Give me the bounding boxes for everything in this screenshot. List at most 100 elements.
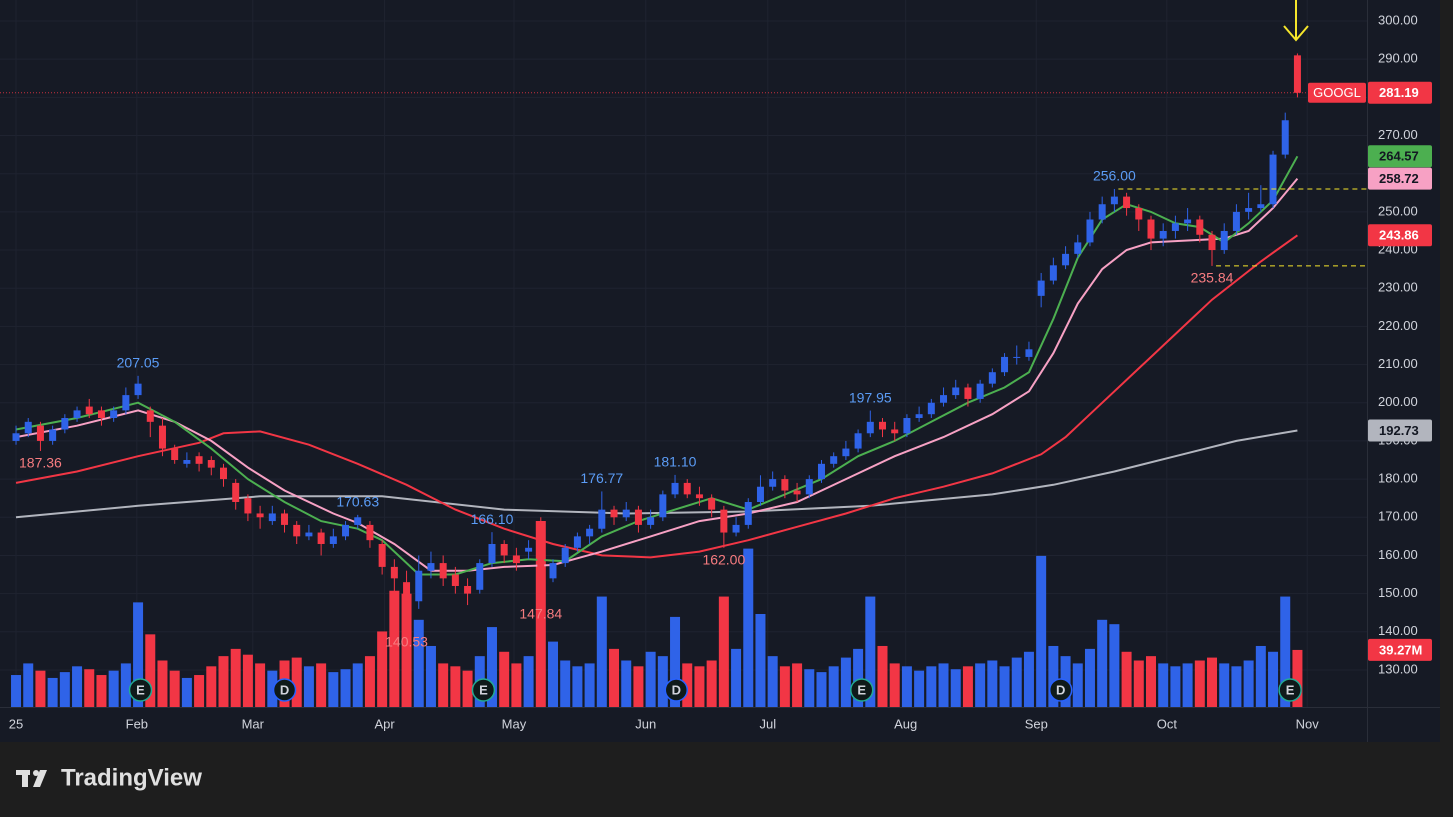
candle-body	[573, 536, 581, 548]
volume-tag-box	[1368, 638, 1432, 661]
volume-bar	[804, 669, 815, 707]
candle-body	[390, 566, 398, 579]
volume-bar	[584, 663, 595, 707]
candle-body	[1123, 196, 1131, 209]
candle-layer	[12, 53, 1301, 630]
candle-body	[1086, 219, 1094, 243]
candle-body	[1171, 223, 1179, 231]
price-annotation: 162.00	[702, 552, 745, 568]
event-marker	[1048, 678, 1073, 702]
candle-body	[1208, 234, 1216, 251]
candle-body	[366, 524, 374, 541]
volume-bar	[950, 669, 961, 707]
candle-body	[219, 467, 227, 480]
volume-bar	[1097, 619, 1108, 707]
price-annotation: 256.00	[1093, 168, 1136, 184]
candle-body	[500, 543, 508, 556]
volume-bar	[645, 651, 656, 707]
candle-body	[12, 433, 20, 441]
price-annotation: 187.36	[19, 455, 62, 471]
price-annotation: 166.10	[471, 511, 514, 527]
candle-body	[1281, 120, 1289, 155]
candle-body	[146, 410, 154, 422]
ma-value-tag-box	[1368, 145, 1432, 168]
volume-bar	[926, 666, 937, 707]
event-marker	[128, 678, 153, 702]
volume-bar	[1011, 657, 1022, 707]
candle-body	[671, 482, 679, 495]
volume-bar	[901, 666, 912, 707]
event-label: D	[1056, 682, 1065, 697]
volume-bar	[1048, 645, 1059, 707]
candle-body	[415, 570, 423, 602]
candle-body	[744, 502, 752, 525]
price-annotation: 197.95	[849, 389, 892, 405]
candle-body	[610, 509, 618, 518]
volume-bar	[755, 614, 766, 707]
event-label: D	[672, 682, 681, 697]
volume-tag: 39.27M	[1379, 642, 1422, 657]
event-marker	[471, 678, 496, 702]
candle-body	[122, 395, 130, 411]
brand-name: TradingView	[61, 764, 202, 791]
ma-value-tag-box	[1368, 224, 1432, 247]
x-tick-label: Jun	[635, 716, 656, 731]
volume-bar	[1170, 666, 1181, 707]
candle-body	[403, 582, 411, 602]
candle-body	[879, 421, 887, 430]
volume-bar	[242, 654, 253, 707]
volume-bar	[1255, 645, 1266, 707]
y-tick-label: 150.00	[1378, 585, 1418, 600]
candle-body	[488, 543, 496, 564]
x-tick-label: Feb	[126, 716, 148, 731]
volume-bar	[120, 663, 131, 707]
candle-body	[891, 429, 899, 434]
moving-average-line	[15, 234, 1298, 559]
arrow-head	[1283, 25, 1309, 42]
volume-bar	[291, 657, 302, 707]
volume-bar	[1231, 666, 1242, 707]
volume-bar	[230, 648, 241, 707]
candle-body	[329, 536, 337, 544]
candle-body	[464, 585, 472, 594]
volume-bar	[889, 663, 900, 707]
event-marker	[1278, 678, 1302, 702]
volume-bar	[1036, 555, 1047, 707]
candle-body	[854, 433, 862, 449]
symbol-label: GOOGL	[1313, 85, 1361, 100]
volume-bar	[133, 602, 144, 707]
volume-bar	[499, 651, 510, 707]
volume-bar	[987, 660, 998, 707]
candle-body	[586, 528, 594, 537]
volume-bar	[1292, 649, 1303, 707]
volume-bar	[621, 660, 632, 707]
candle-body	[281, 513, 289, 525]
volume-bar	[657, 656, 668, 707]
candle-body	[622, 509, 630, 518]
y-tick-label: 200.00	[1378, 394, 1418, 409]
candle-body	[976, 383, 984, 399]
volume-bar	[389, 590, 400, 707]
y-tick-label: 290.00	[1378, 51, 1418, 66]
annotation-layer: 187.36 207.05 170.63 140.53 166.10 147.84 176.…	[0, 92, 1367, 702]
candle-body	[549, 563, 557, 579]
event-label: E	[479, 682, 488, 697]
volume-bar	[72, 666, 83, 707]
volume-bar	[731, 648, 742, 707]
volume-bar	[1023, 651, 1034, 707]
volume-bar	[1121, 651, 1132, 707]
candle-body	[1098, 204, 1106, 220]
candle-body	[195, 456, 203, 464]
volume-bar	[35, 670, 46, 707]
candle-body	[244, 498, 252, 514]
logo-slash	[33, 770, 47, 787]
volume-bar	[1084, 648, 1095, 707]
candle-body	[171, 448, 179, 461]
candle-body	[1184, 219, 1192, 224]
last-price-tag: 281.19	[1379, 85, 1419, 100]
x-tick-label: Mar	[242, 716, 265, 731]
volume-bar	[1243, 660, 1254, 707]
candle-body	[866, 421, 874, 434]
candle-body	[1062, 253, 1070, 266]
volume-bar	[206, 666, 217, 707]
